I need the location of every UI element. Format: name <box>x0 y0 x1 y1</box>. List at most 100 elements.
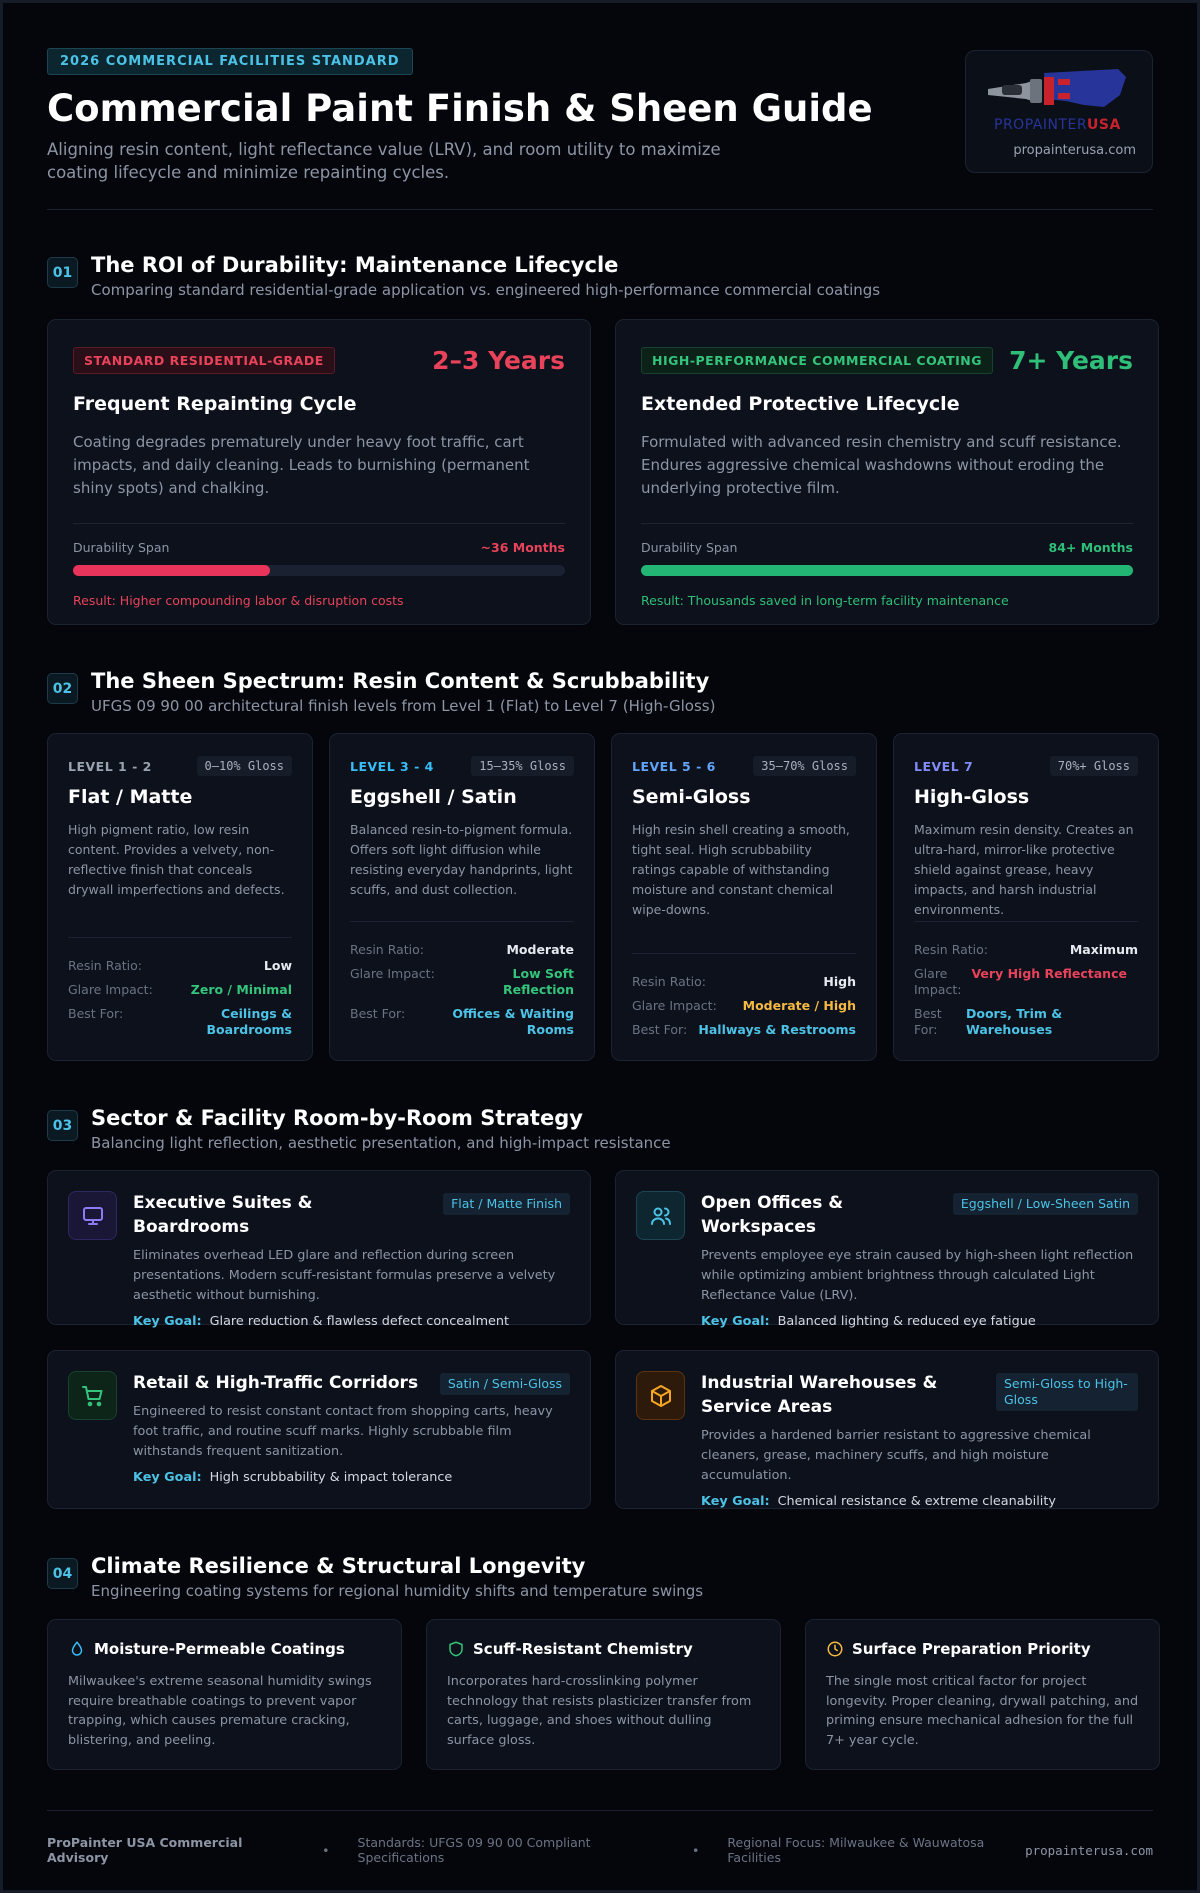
finish-name: Eggshell / Satin <box>350 786 517 808</box>
meter-track <box>73 565 565 576</box>
spec-row: Best For: Ceilings & Boardrooms <box>68 1006 292 1038</box>
spec-list: Resin Ratio: Maximum Glare Impact: Very Hig… <box>914 921 1138 1038</box>
section-header: 01 The ROI of Durability: Maintenance Lif… <box>47 253 1153 303</box>
result: Result: Thousands saved in long-term fac… <box>641 593 1009 608</box>
header-badge: 2026 COMMERCIAL FACILITIES STANDARD <box>47 48 413 75</box>
spec-label: Best For: <box>914 1006 942 1037</box>
spec-label: Glare Impact: <box>914 966 962 997</box>
rule <box>641 523 1133 524</box>
spec-list: Resin Ratio: Low Glare Impact: Zero / Minim… <box>68 937 292 1038</box>
finish-tag: Satin / Semi-Gloss <box>439 1373 570 1395</box>
logo-url: propainterusa.com <box>1013 143 1136 158</box>
meter-value: ~36 Months <box>480 540 565 555</box>
spec-list: Resin Ratio: High Glare Impact: Moderate / … <box>632 953 856 1038</box>
goal-text: High scrubbability & impact tolerance <box>209 1470 453 1485</box>
section-number: 04 <box>47 1558 78 1589</box>
sheen-card: LEVEL 3 - 4 15–35% Gloss Eggshell / Satin B… <box>329 733 595 1061</box>
icon-box <box>636 1371 685 1420</box>
climate-card: Scuff-Resistant Chemistry Incorporates ha… <box>426 1619 781 1770</box>
section-title: Sector & Facility Room-by-Room Strategy <box>91 1106 583 1130</box>
gloss-range: 35–70% Gloss <box>753 756 856 776</box>
section-title: The Sheen Spectrum: Resin Content & Scru… <box>91 669 710 693</box>
logo: PROPAINTERUSA propainterusa.com <box>965 50 1153 173</box>
room-title: Executive Suites & Boardrooms <box>133 1193 313 1237</box>
icon <box>447 1640 465 1658</box>
stat: 2–3 Years <box>432 346 565 375</box>
spec-value: Doors, Trim & Warehouses <box>966 1006 1063 1037</box>
spec-row: Glare Impact: Moderate / High <box>632 998 856 1014</box>
spec-label: Best For: <box>350 1006 406 1021</box>
card-heading: Frequent Repainting Cycle <box>73 393 357 415</box>
icon <box>81 1384 105 1408</box>
finish-tag: Semi-Gloss to High-Gloss <box>996 1373 1138 1411</box>
spec-list: Resin Ratio: Moderate Glare Impact: Low Sof… <box>350 921 574 1038</box>
goal-label: Key Goal: <box>133 1470 202 1485</box>
meter-row: Durability Span 84+ Months <box>641 540 1133 555</box>
footer-org: ProPainter USA Commercial Advisory <box>47 1835 243 1865</box>
card-top: LEVEL 3 - 4 15–35% Gloss <box>350 756 574 776</box>
card-body: Incorporates hard-crosslinking polymer t… <box>447 1674 752 1748</box>
card-body: Prevents employee eye strain caused by h… <box>701 1248 1134 1303</box>
divider <box>47 1810 1153 1811</box>
meter-row: Durability Span ~36 Months <box>73 540 565 555</box>
card-body: Balanced resin-to-pigment formula. Offer… <box>350 822 573 897</box>
card-top: Surface Preparation Priority <box>826 1640 1139 1658</box>
icon <box>68 1640 86 1658</box>
key-goal: Key Goal: Balanced lighting & reduced eye… <box>701 1314 1138 1329</box>
meter-track <box>641 565 1133 576</box>
climate-card: Moisture-Permeable Coatings Milwaukee's e… <box>47 1619 402 1770</box>
lifecycle-card: STANDARD RESIDENTIAL-GRADE 2–3 Years Frequ… <box>47 319 591 625</box>
meter-value: 84+ Months <box>1048 540 1133 555</box>
section-title: Climate Resilience & Structural Longevit… <box>91 1554 586 1578</box>
spec-row: Glare Impact: Zero / Minimal <box>68 982 292 998</box>
climate-card: Surface Preparation Priority The single m… <box>805 1619 1160 1770</box>
room-title: Industrial Warehouses & Service Areas <box>701 1373 938 1417</box>
key-goal: Key Goal: High scrubbability & impact tol… <box>133 1470 570 1485</box>
spec-label: Glare Impact: <box>350 966 435 981</box>
goal-text: Balanced lighting & reduced eye fatigue <box>777 1314 1036 1329</box>
section-subtitle: Comparing standard residential-grade app… <box>91 281 881 299</box>
rule <box>73 523 565 524</box>
spec-row: Glare Impact: Very High Reflectance <box>914 966 1138 998</box>
section-title: The ROI of Durability: Maintenance Lifec… <box>91 253 619 277</box>
card-body: High pigment ratio, low resin content. P… <box>68 822 285 897</box>
spec-label: Resin Ratio: <box>632 974 706 989</box>
spec-value: Low <box>263 958 292 973</box>
card-body: Engineered to resist constant contact fr… <box>133 1404 553 1459</box>
climate-title: Scuff-Resistant Chemistry <box>473 1640 693 1658</box>
card-heading: Extended Protective Lifecycle <box>641 393 960 415</box>
icon <box>826 1640 844 1658</box>
room-card: Retail & High-Traffic Corridors Satin / S… <box>47 1350 591 1509</box>
card-top: Industrial Warehouses & Service Areas Sem… <box>701 1371 1138 1419</box>
icon-box <box>68 1191 117 1240</box>
section-subtitle: UFGS 09 90 00 architectural finish level… <box>91 697 716 715</box>
card-top: Scuff-Resistant Chemistry <box>447 1640 760 1658</box>
meter-fill <box>73 565 270 576</box>
spec-value: Moderate / High <box>742 998 856 1013</box>
card-top: HIGH-PERFORMANCE COMMERCIAL COATING 7+ Ye… <box>641 346 1133 375</box>
spec-label: Resin Ratio: <box>914 942 988 957</box>
footer-region: Regional Focus: Milwaukee & Wauwatosa Fa… <box>727 1835 985 1865</box>
spec-value: Moderate <box>506 942 574 957</box>
room-title: Retail & High-Traffic Corridors <box>133 1373 419 1393</box>
section-number: 03 <box>47 1110 78 1141</box>
spec-value: Very High Reflectance <box>971 966 1127 981</box>
goal-label: Key Goal: <box>701 1314 770 1329</box>
spec-value: Zero / Minimal <box>190 982 292 997</box>
spec-row: Resin Ratio: Low <box>68 958 292 974</box>
goal-text: Glare reduction & flawless defect concea… <box>209 1314 510 1329</box>
card-body: Milwaukee's extreme seasonal humidity sw… <box>68 1674 372 1748</box>
finish-tag: Eggshell / Low-Sheen Satin <box>952 1193 1138 1215</box>
spec-label: Resin Ratio: <box>350 942 424 957</box>
spec-value: Ceilings & Boardrooms <box>206 1006 292 1037</box>
spec-row: Best For: Doors, Trim & Warehouses <box>914 1006 1138 1038</box>
climate-title: Moisture-Permeable Coatings <box>94 1640 345 1658</box>
spec-row: Resin Ratio: Maximum <box>914 942 1138 958</box>
section-header: 04 Climate Resilience & Structural Longev… <box>47 1554 1153 1604</box>
icon-box <box>636 1191 685 1240</box>
gloss-range: 70%+ Gloss <box>1049 756 1138 776</box>
tag: HIGH-PERFORMANCE COMMERCIAL COATING <box>641 347 993 374</box>
spec-value: Maximum <box>1069 942 1138 957</box>
spec-row: Glare Impact: Low Soft Reflection <box>350 966 574 998</box>
level: LEVEL 3 - 4 <box>350 758 434 774</box>
